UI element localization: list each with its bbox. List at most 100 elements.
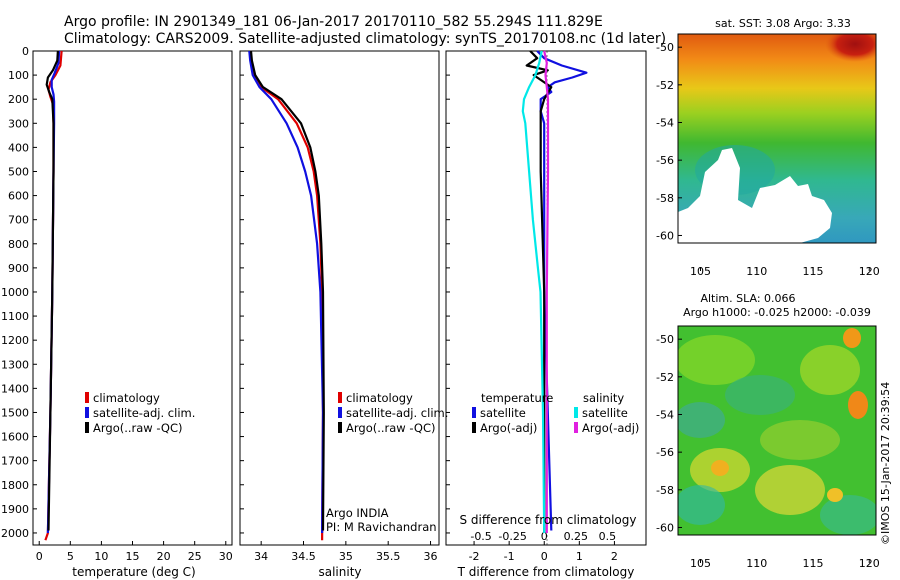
x-tick-label: 5 xyxy=(67,550,74,563)
depth-tick-label: 1100 xyxy=(1,310,29,323)
sla-latitude-axis: -50 -52 -54 -56 -58 -60 xyxy=(656,333,682,534)
lon-tick-label: 120 xyxy=(859,265,880,278)
salinity-x-label: salinity xyxy=(318,565,361,579)
series-line-argo-raw-qc- xyxy=(45,50,59,531)
temperature-plot-frame xyxy=(32,50,233,546)
temperature-legend-climatology: climatology xyxy=(93,391,160,405)
sla-patch xyxy=(678,402,725,438)
depth-tick-label: 1600 xyxy=(1,431,29,444)
series-line-temperature-satellite xyxy=(536,50,588,531)
lat-tick-label: -52 xyxy=(656,79,674,92)
salinity-x-axis: 34 34.5 35 35.5 36 xyxy=(254,541,438,563)
top-x-tick-label: -0.5 xyxy=(470,530,491,543)
temperature-legend-satellite-swatch xyxy=(85,407,89,418)
sst-longitude-axis: 105 110 115 120 xyxy=(690,265,880,278)
header-line-2: Climatology: CARS2009. Satellite-adjuste… xyxy=(64,31,666,47)
depth-tick-label: 1200 xyxy=(1,334,29,347)
depth-tick-label: 200 xyxy=(8,93,29,106)
lon-tick-label: 110 xyxy=(746,265,767,278)
salinity-legend-satellite-swatch xyxy=(338,407,342,418)
legend-salinity-argo-swatch xyxy=(574,422,578,433)
salinity-legend-argo-swatch xyxy=(338,422,342,433)
salinity-legend-climatology: climatology xyxy=(346,391,413,405)
temperature-legend-argo-swatch xyxy=(85,422,89,433)
salinity-legend-climatology-swatch xyxy=(338,392,342,403)
depth-tick-label: 1700 xyxy=(1,455,29,468)
depth-tick-label: 400 xyxy=(8,141,29,154)
x-tick-label: 0 xyxy=(36,550,43,563)
legend-salinity-satellite-swatch xyxy=(574,407,578,418)
lat-tick-label: -58 xyxy=(656,484,674,497)
salinity-depth-ticks xyxy=(240,50,244,534)
lon-tick-label: 105 xyxy=(690,557,711,570)
lat-tick-label: -60 xyxy=(656,521,674,534)
sla-longitude-axis: 105 110 115 120 xyxy=(690,557,880,570)
legend-salinity-heading: salinity xyxy=(583,391,624,405)
lat-tick-label: -50 xyxy=(656,41,674,54)
temperature-difference-label: T difference from climatology xyxy=(457,565,635,579)
sst-heatmap xyxy=(678,34,876,243)
x-tick-label: 0 xyxy=(541,550,548,563)
lon-tick-label: 115 xyxy=(803,265,824,278)
x-tick-label: 34 xyxy=(254,550,268,563)
sst-warm-core xyxy=(825,34,876,62)
depth-tick-label: 2000 xyxy=(1,527,29,540)
legend-temperature-argo: Argo(-adj) xyxy=(480,421,537,435)
depth-tick-label: 1000 xyxy=(1,286,29,299)
sst-map-panel: sat. SST: 3.08 Argo: 3.33 -50-52-54-56-5… xyxy=(656,17,880,278)
difference-series xyxy=(521,50,588,534)
temperature-x-label: temperature (deg C) xyxy=(72,565,195,579)
x-tick-label: -1 xyxy=(504,550,515,563)
sla-warm-anomaly xyxy=(711,460,729,476)
sla-patch xyxy=(820,495,876,535)
sst-map-frame xyxy=(677,33,877,244)
depth-tick-label: 0 xyxy=(22,45,29,58)
sla-warm-anomaly xyxy=(827,488,843,502)
lon-tick-label: 110 xyxy=(746,557,767,570)
salinity-legend: climatology satellite-adj. clim. Argo(..… xyxy=(338,391,448,435)
x-tick-label: 35 xyxy=(339,550,353,563)
lat-tick-label: -50 xyxy=(656,333,674,346)
lon-tick-label: 120 xyxy=(859,557,880,570)
sla-patch xyxy=(725,375,795,415)
temperature-legend-satellite: satellite-adj. clim. xyxy=(93,406,195,420)
series-line-salinity-satellite xyxy=(521,50,546,534)
x-tick-label: 20 xyxy=(157,550,171,563)
top-x-tick-label: 0 xyxy=(541,530,548,543)
depth-tick-label: 300 xyxy=(8,117,29,130)
depth-tick-label: 1800 xyxy=(1,479,29,492)
imos-credit: ©IMOS 15-Jan-2017 20:39:54 xyxy=(879,382,892,545)
top-x-tick-label: 0.25 xyxy=(564,530,589,543)
salinity-panel: 34 34.5 35 35.5 36 salinity climatology sate… xyxy=(239,50,448,579)
difference-legend: temperature satellite Argo(-adj) salinit… xyxy=(472,391,639,435)
sla-patch xyxy=(760,420,840,460)
sla-warm-anomaly xyxy=(843,328,861,348)
lat-tick-label: -52 xyxy=(656,371,674,384)
x-tick-label: 30 xyxy=(219,550,233,563)
legend-temperature-satellite-swatch xyxy=(472,407,476,418)
depth-tick-label: 900 xyxy=(8,262,29,275)
sla-map-frame xyxy=(677,325,877,536)
depth-tick-label: 600 xyxy=(8,190,29,203)
sla-map-title: Altim. SLA: 0.066 xyxy=(700,292,795,305)
sla-map-subtitle: Argo h1000: -0.025 h2000: -0.039 xyxy=(683,306,871,319)
depth-tick-label: 1900 xyxy=(1,503,29,516)
difference-panel: -2 -1 0 1 2 -0.5 -0.25 0 0.25 0.5 S difference f… xyxy=(445,50,647,579)
difference-x-axis: -2 -1 0 1 2 xyxy=(469,541,618,563)
legend-salinity-satellite: satellite xyxy=(582,406,628,420)
salinity-legend-satellite: satellite-adj. clim. xyxy=(346,406,448,420)
series-line-satellite-adj-clim- xyxy=(248,50,325,534)
temperature-x-axis: 0 5 10 15 20 25 30 xyxy=(36,541,233,563)
salinity-difference-axis: -0.5 -0.25 0 0.25 0.5 xyxy=(470,530,616,543)
depth-tick-label: 100 xyxy=(8,69,29,82)
sst-latitude-axis: -50 -52 -54 -56 -58 -60 xyxy=(656,41,682,242)
legend-temperature-argo-swatch xyxy=(472,422,476,433)
salinity-plot-frame xyxy=(239,50,440,546)
sla-patch xyxy=(678,485,725,525)
x-tick-label: 34.5 xyxy=(291,550,316,563)
sst-map-title: sat. SST: 3.08 Argo: 3.33 xyxy=(715,17,851,30)
lat-tick-label: -56 xyxy=(656,446,674,459)
salinity-legend-argo: Argo(..raw -QC) xyxy=(346,421,436,435)
depth-tick-label: 500 xyxy=(8,165,29,178)
temperature-panel: 0100200300400500600700800900100011001200… xyxy=(1,45,233,579)
